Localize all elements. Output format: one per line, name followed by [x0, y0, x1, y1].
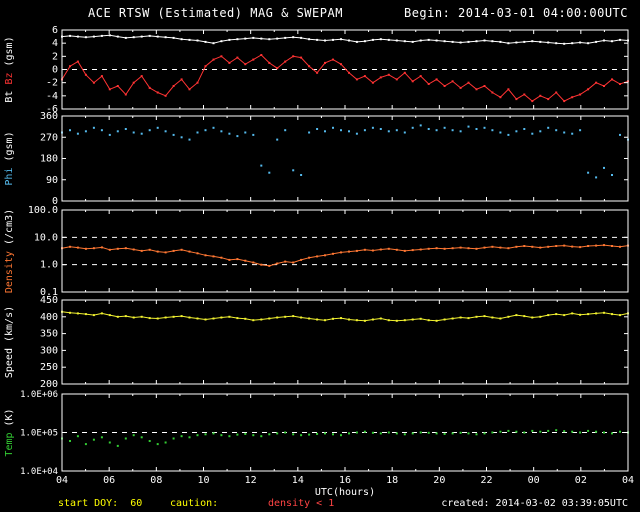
svg-text:12: 12: [245, 475, 257, 486]
svg-text:1.0: 1.0: [40, 260, 58, 271]
svg-text:04: 04: [622, 475, 634, 486]
chart-title: ACE RTSW (Estimated) MAG & SWEPAM: [88, 6, 343, 20]
svg-text:-4: -4: [46, 91, 58, 102]
svg-text:08: 08: [150, 475, 162, 486]
svg-text:200: 200: [40, 379, 58, 390]
svg-text:6: 6: [52, 25, 58, 36]
svg-text:180: 180: [40, 154, 58, 165]
svg-text:16: 16: [339, 475, 351, 486]
svg-text:2: 2: [52, 51, 58, 62]
svg-text:18: 18: [386, 475, 398, 486]
svg-text:02: 02: [575, 475, 587, 486]
svg-text:360: 360: [40, 111, 58, 122]
svg-text:06: 06: [103, 475, 115, 486]
panel-temp: 1.0E+06 1.0E+05 1.0E+04 Temp (K): [4, 390, 629, 477]
panel-density: 100.0 10.0 1.0 0.1 Density (/cm3): [4, 205, 629, 298]
svg-text:10.0: 10.0: [34, 232, 58, 243]
svg-text:00: 00: [528, 475, 540, 486]
caution-label: caution:: [170, 498, 219, 509]
svg-text:90: 90: [46, 175, 58, 186]
panel-speed: 450 400 350 300 250 200 Speed (km/s): [4, 295, 629, 390]
panel-phi: 360 270 180 90 0 Phi (gsm): [4, 111, 629, 207]
svg-text:Temp (K): Temp (K): [4, 408, 15, 456]
svg-text:1.0E+05: 1.0E+05: [20, 429, 58, 439]
svg-text:1.0E+06: 1.0E+06: [20, 390, 58, 400]
svg-text:Bt Bz (gsm): Bt Bz (gsm): [4, 36, 15, 102]
start-doy-label: start DOY: 60: [58, 498, 143, 509]
svg-text:0.1: 0.1: [40, 287, 58, 298]
svg-text:-6: -6: [46, 104, 58, 115]
svg-text:350: 350: [40, 329, 58, 340]
svg-text:0: 0: [52, 196, 58, 207]
created-timestamp: created: 2014-03-02 03:39:05UTC: [441, 498, 628, 509]
svg-text:10: 10: [197, 475, 209, 486]
svg-text:14: 14: [292, 475, 304, 486]
svg-text:4: 4: [52, 38, 58, 49]
caution-value: density < 1: [268, 498, 335, 509]
svg-text:100.0: 100.0: [28, 205, 58, 216]
svg-text:20: 20: [433, 475, 445, 486]
panel-mag: 6 4 2 0 -2 -4 -6 Bt Bz (gsm): [4, 25, 629, 115]
begin-timestamp: Begin: 2014-03-01 04:00:00UTC: [403, 6, 628, 20]
svg-text:270: 270: [40, 132, 58, 143]
svg-text:Speed (km/s): Speed (km/s): [4, 306, 15, 378]
svg-text:400: 400: [40, 312, 58, 323]
svg-text:-2: -2: [46, 78, 58, 89]
svg-text:1.0E+04: 1.0E+04: [20, 467, 58, 477]
svg-text:22: 22: [480, 475, 492, 486]
svg-text:0: 0: [52, 65, 58, 76]
svg-text:04: 04: [56, 475, 68, 486]
svg-text:UTC(hours): UTC(hours): [315, 487, 375, 498]
footer: start DOY: 60 caution: density < 1 creat…: [0, 499, 640, 511]
svg-text:450: 450: [40, 295, 58, 306]
svg-text:250: 250: [40, 362, 58, 373]
svg-text:Phi (gsm): Phi (gsm): [4, 131, 15, 185]
svg-text:Density (/cm3): Density (/cm3): [4, 209, 15, 293]
svg-text:300: 300: [40, 345, 58, 356]
